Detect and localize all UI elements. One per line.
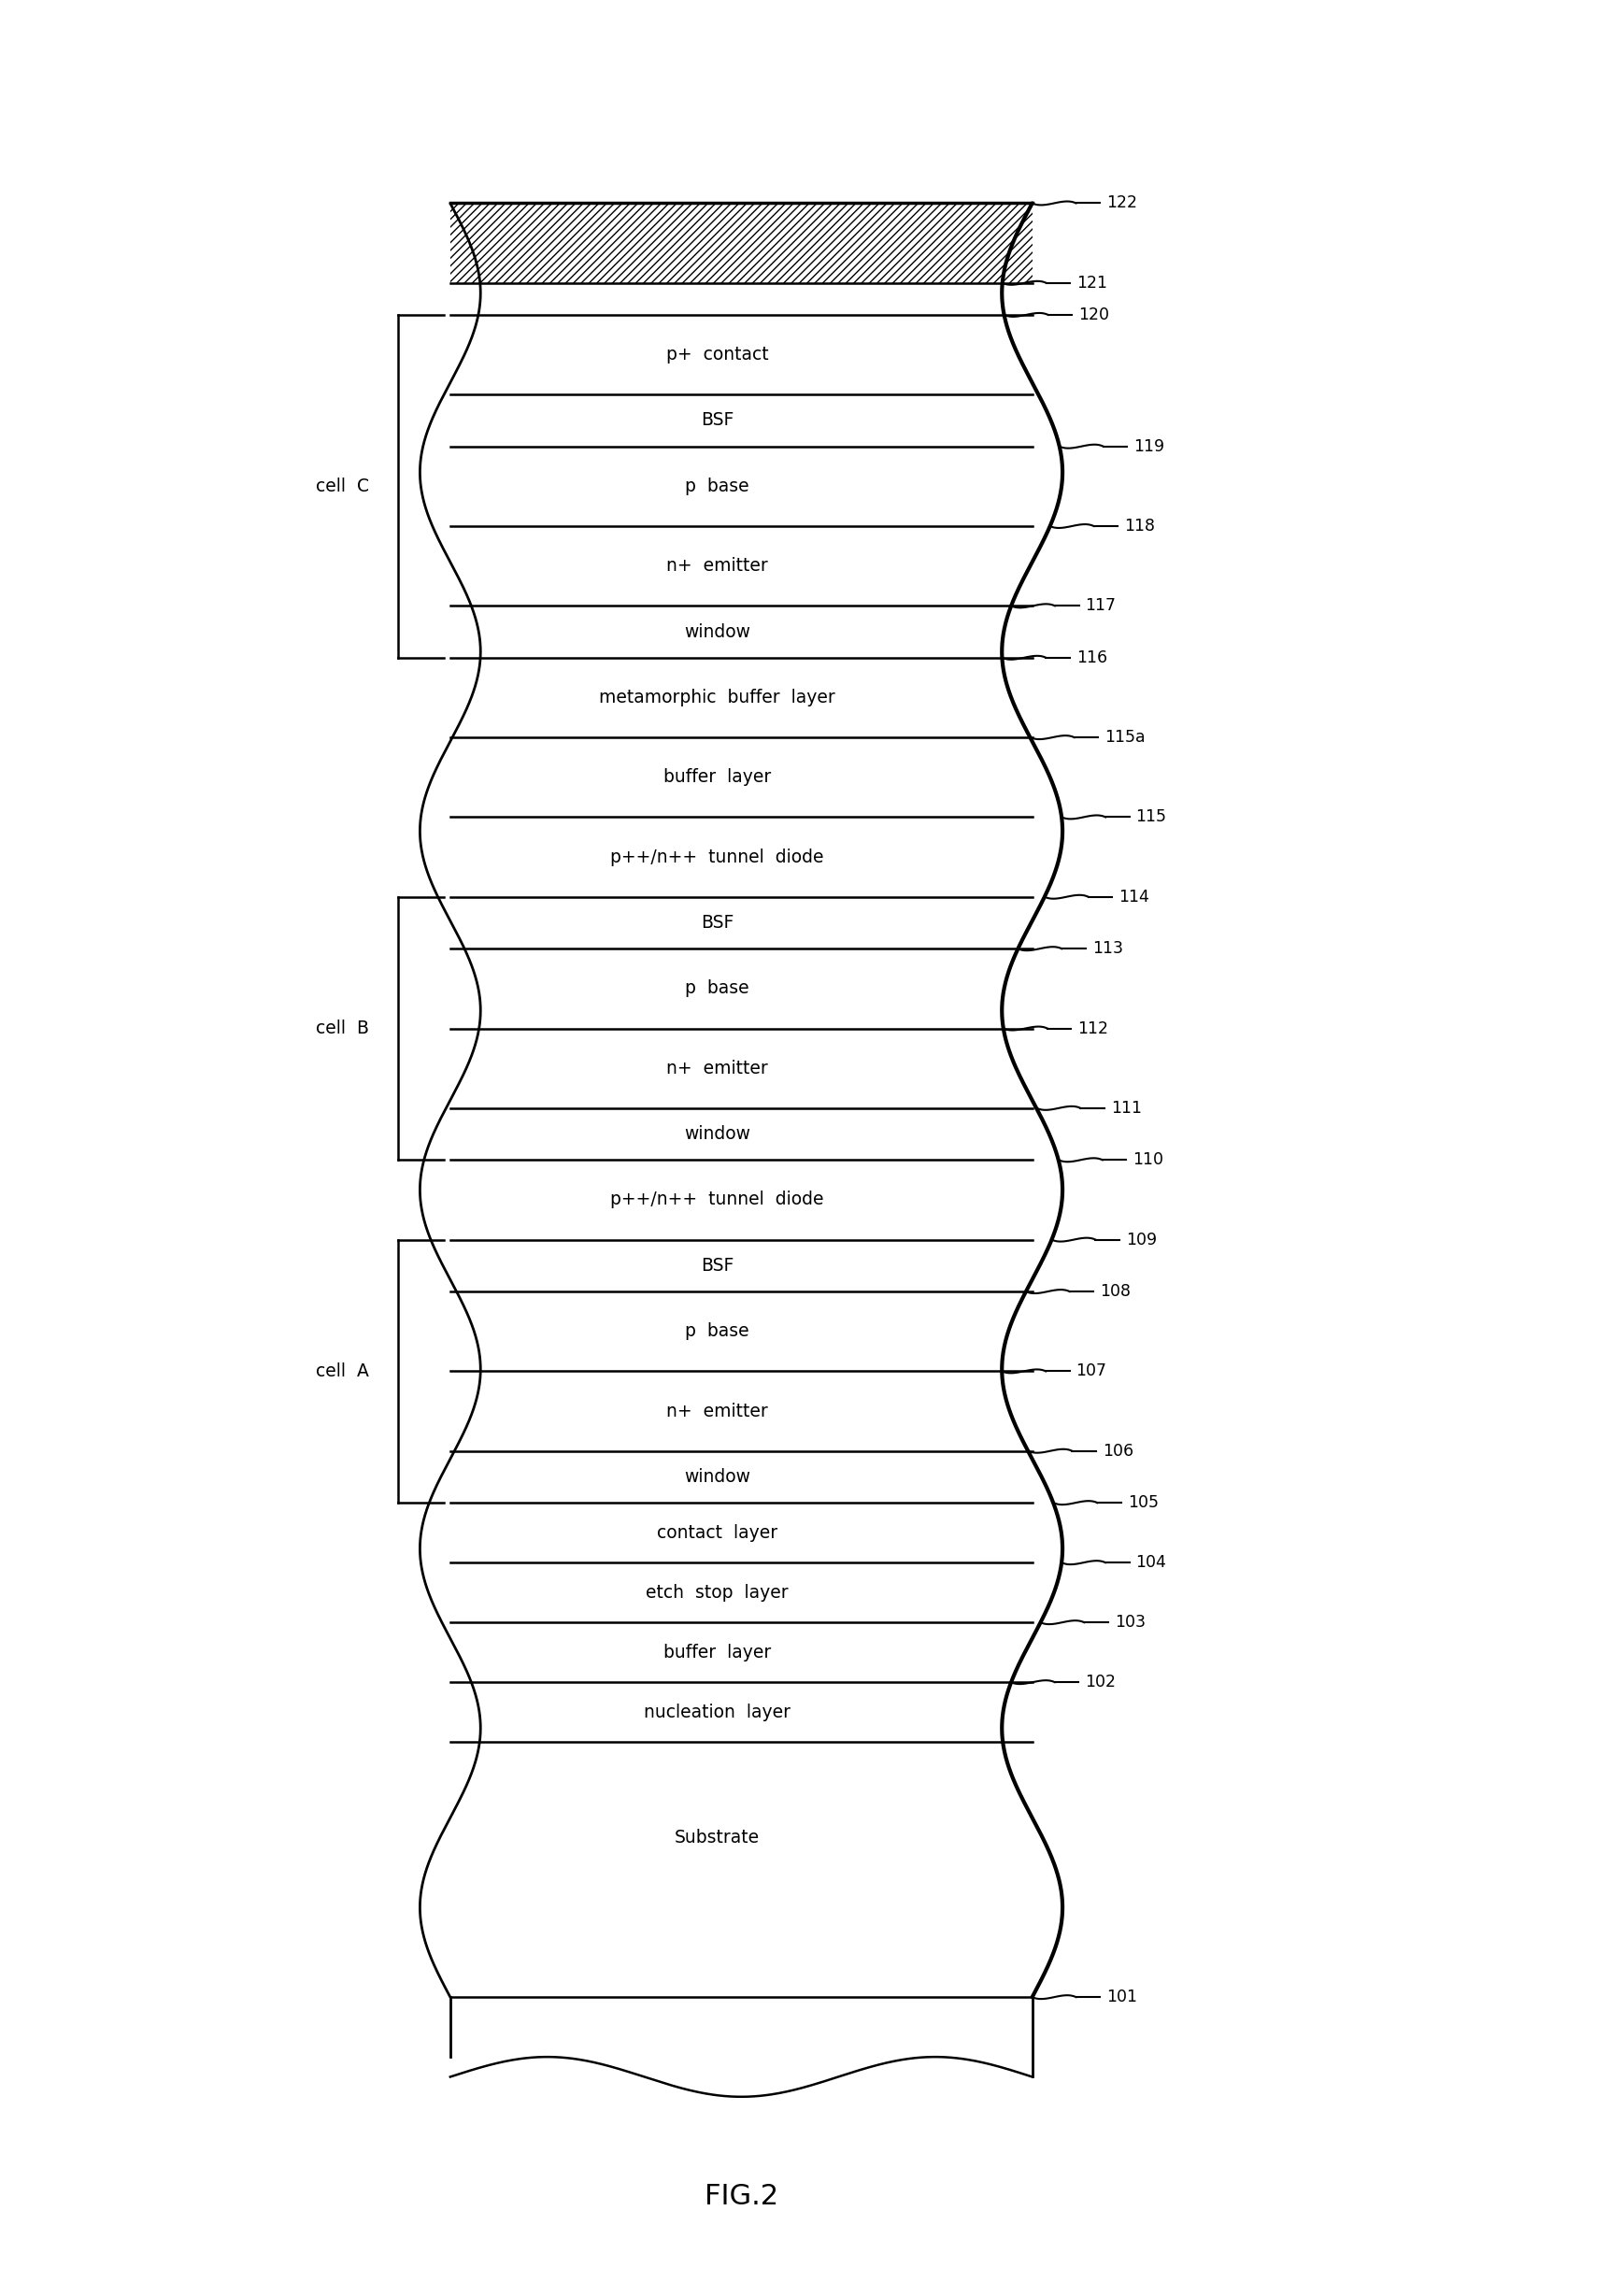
- Text: 116: 116: [1075, 650, 1108, 666]
- Text: p  base: p base: [686, 980, 749, 996]
- Text: 121: 121: [1077, 276, 1108, 292]
- Text: p  base: p base: [686, 478, 749, 496]
- Text: BSF: BSF: [700, 411, 734, 429]
- Text: buffer  layer: buffer layer: [663, 1644, 771, 1662]
- Text: 104: 104: [1135, 1554, 1167, 1570]
- Text: cell  B: cell B: [316, 1019, 369, 1038]
- Text: 106: 106: [1103, 1442, 1133, 1460]
- Text: cell  A: cell A: [316, 1362, 369, 1380]
- Text: buffer  layer: buffer layer: [663, 769, 771, 785]
- Text: 108: 108: [1100, 1283, 1130, 1300]
- Text: 115: 115: [1135, 808, 1167, 827]
- Text: 120: 120: [1079, 305, 1109, 324]
- Text: FIG.2: FIG.2: [704, 2183, 778, 2211]
- Text: n+  emitter: n+ emitter: [667, 1058, 768, 1077]
- Text: Substrate: Substrate: [675, 1830, 760, 1846]
- Text: metamorphic  buffer  layer: metamorphic buffer layer: [599, 689, 836, 707]
- Text: 110: 110: [1133, 1153, 1164, 1169]
- Text: 119: 119: [1133, 439, 1164, 455]
- Text: n+  emitter: n+ emitter: [667, 558, 768, 574]
- Text: p+  contact: p+ contact: [667, 347, 768, 363]
- Text: 115a: 115a: [1104, 730, 1145, 746]
- Text: 118: 118: [1124, 517, 1154, 535]
- Text: 111: 111: [1111, 1100, 1141, 1116]
- Text: BSF: BSF: [700, 914, 734, 932]
- Text: nucleation  layer: nucleation layer: [644, 1704, 791, 1722]
- Text: 107: 107: [1075, 1364, 1108, 1380]
- Text: n+  emitter: n+ emitter: [667, 1403, 768, 1419]
- Text: p++/n++  tunnel  diode: p++/n++ tunnel diode: [610, 1192, 824, 1208]
- Text: window: window: [684, 1125, 750, 1143]
- Text: 112: 112: [1077, 1019, 1108, 1038]
- Text: window: window: [684, 622, 750, 641]
- Text: BSF: BSF: [700, 1256, 734, 1274]
- Text: 101: 101: [1106, 1988, 1137, 2004]
- Text: 105: 105: [1127, 1495, 1159, 1511]
- Text: window: window: [684, 1467, 750, 1486]
- Bar: [451, 204, 1032, 282]
- Text: 103: 103: [1114, 1614, 1145, 1630]
- Text: 122: 122: [1106, 195, 1137, 211]
- Text: contact  layer: contact layer: [657, 1525, 778, 1541]
- Text: 114: 114: [1119, 889, 1150, 905]
- Text: p  base: p base: [686, 1322, 749, 1341]
- Text: cell  C: cell C: [316, 478, 369, 496]
- Text: p++/n++  tunnel  diode: p++/n++ tunnel diode: [610, 847, 824, 866]
- Text: 113: 113: [1092, 941, 1122, 957]
- Text: 117: 117: [1085, 597, 1116, 615]
- Text: 102: 102: [1085, 1674, 1116, 1690]
- Text: etch  stop  layer: etch stop layer: [646, 1584, 789, 1600]
- Text: 109: 109: [1125, 1231, 1156, 1249]
